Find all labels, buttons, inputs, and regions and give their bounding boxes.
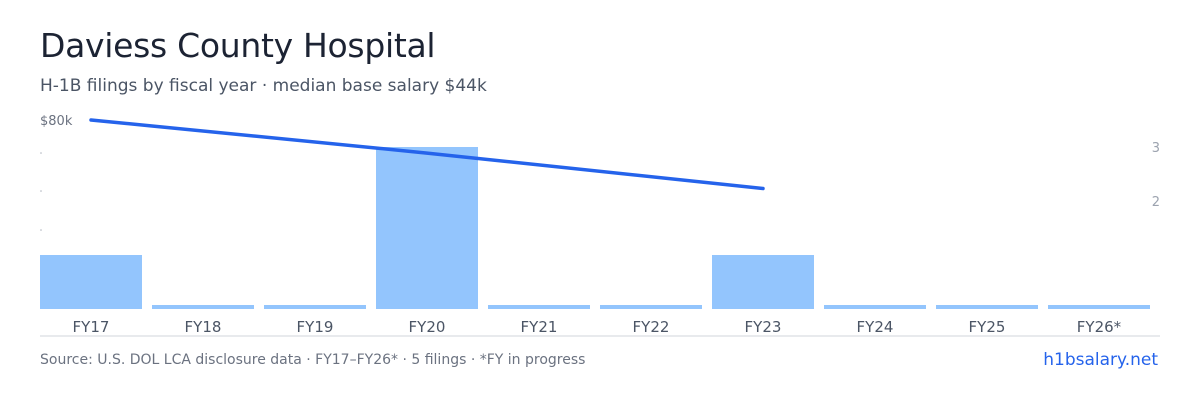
x-tick-label: FY21 — [521, 318, 558, 336]
left-axis-tick-mark — [40, 190, 42, 192]
x-tick-label: FY24 — [857, 318, 894, 336]
bar-FY21 — [488, 305, 590, 309]
right-axis-tick-label: 3 — [1152, 141, 1160, 156]
x-tick-label: FY26* — [1077, 318, 1122, 336]
bar-FY19 — [264, 305, 366, 309]
x-tick-label: FY20 — [409, 318, 446, 336]
bar-FY17 — [40, 255, 142, 309]
bar-FY20 — [376, 147, 478, 309]
x-axis-labels: FY17 FY18 FY19 FY20 FY21 FY22 FY23 FY24 FY25 FY26… — [73, 318, 1122, 336]
left-axis-tick-mark — [40, 229, 42, 231]
x-tick-label: FY18 — [185, 318, 222, 336]
bar-FY23 — [712, 255, 814, 309]
chart-title: Daviess County Hospital — [40, 26, 436, 65]
x-tick-label: FY25 — [969, 318, 1006, 336]
left-axis-tick-mark — [40, 152, 42, 154]
x-tick-label: FY23 — [745, 318, 782, 336]
bar-FY22 — [600, 305, 702, 309]
right-axis: 32 — [1152, 141, 1160, 210]
bars-layer — [40, 147, 1150, 309]
bar-FY18 — [152, 305, 254, 309]
chart-subtitle: H-1B filings by fiscal year · median bas… — [40, 76, 487, 96]
x-tick-label: FY22 — [633, 318, 670, 336]
right-axis-tick-label: 2 — [1152, 195, 1160, 210]
bar-FY26 — [1048, 305, 1150, 309]
x-tick-label: FY19 — [297, 318, 334, 336]
line-layer — [89, 118, 765, 191]
x-tick-label: FY17 — [73, 318, 110, 336]
bar-FY24 — [824, 305, 926, 309]
brand-link[interactable]: h1bsalary.net — [1043, 350, 1158, 370]
salary-line — [89, 118, 765, 191]
source-note: Source: U.S. DOL LCA disclosure data · F… — [40, 352, 586, 368]
left-axis: $80k — [40, 114, 73, 231]
bar-FY25 — [936, 305, 1038, 309]
left-axis-tick-label: $80k — [40, 114, 73, 129]
